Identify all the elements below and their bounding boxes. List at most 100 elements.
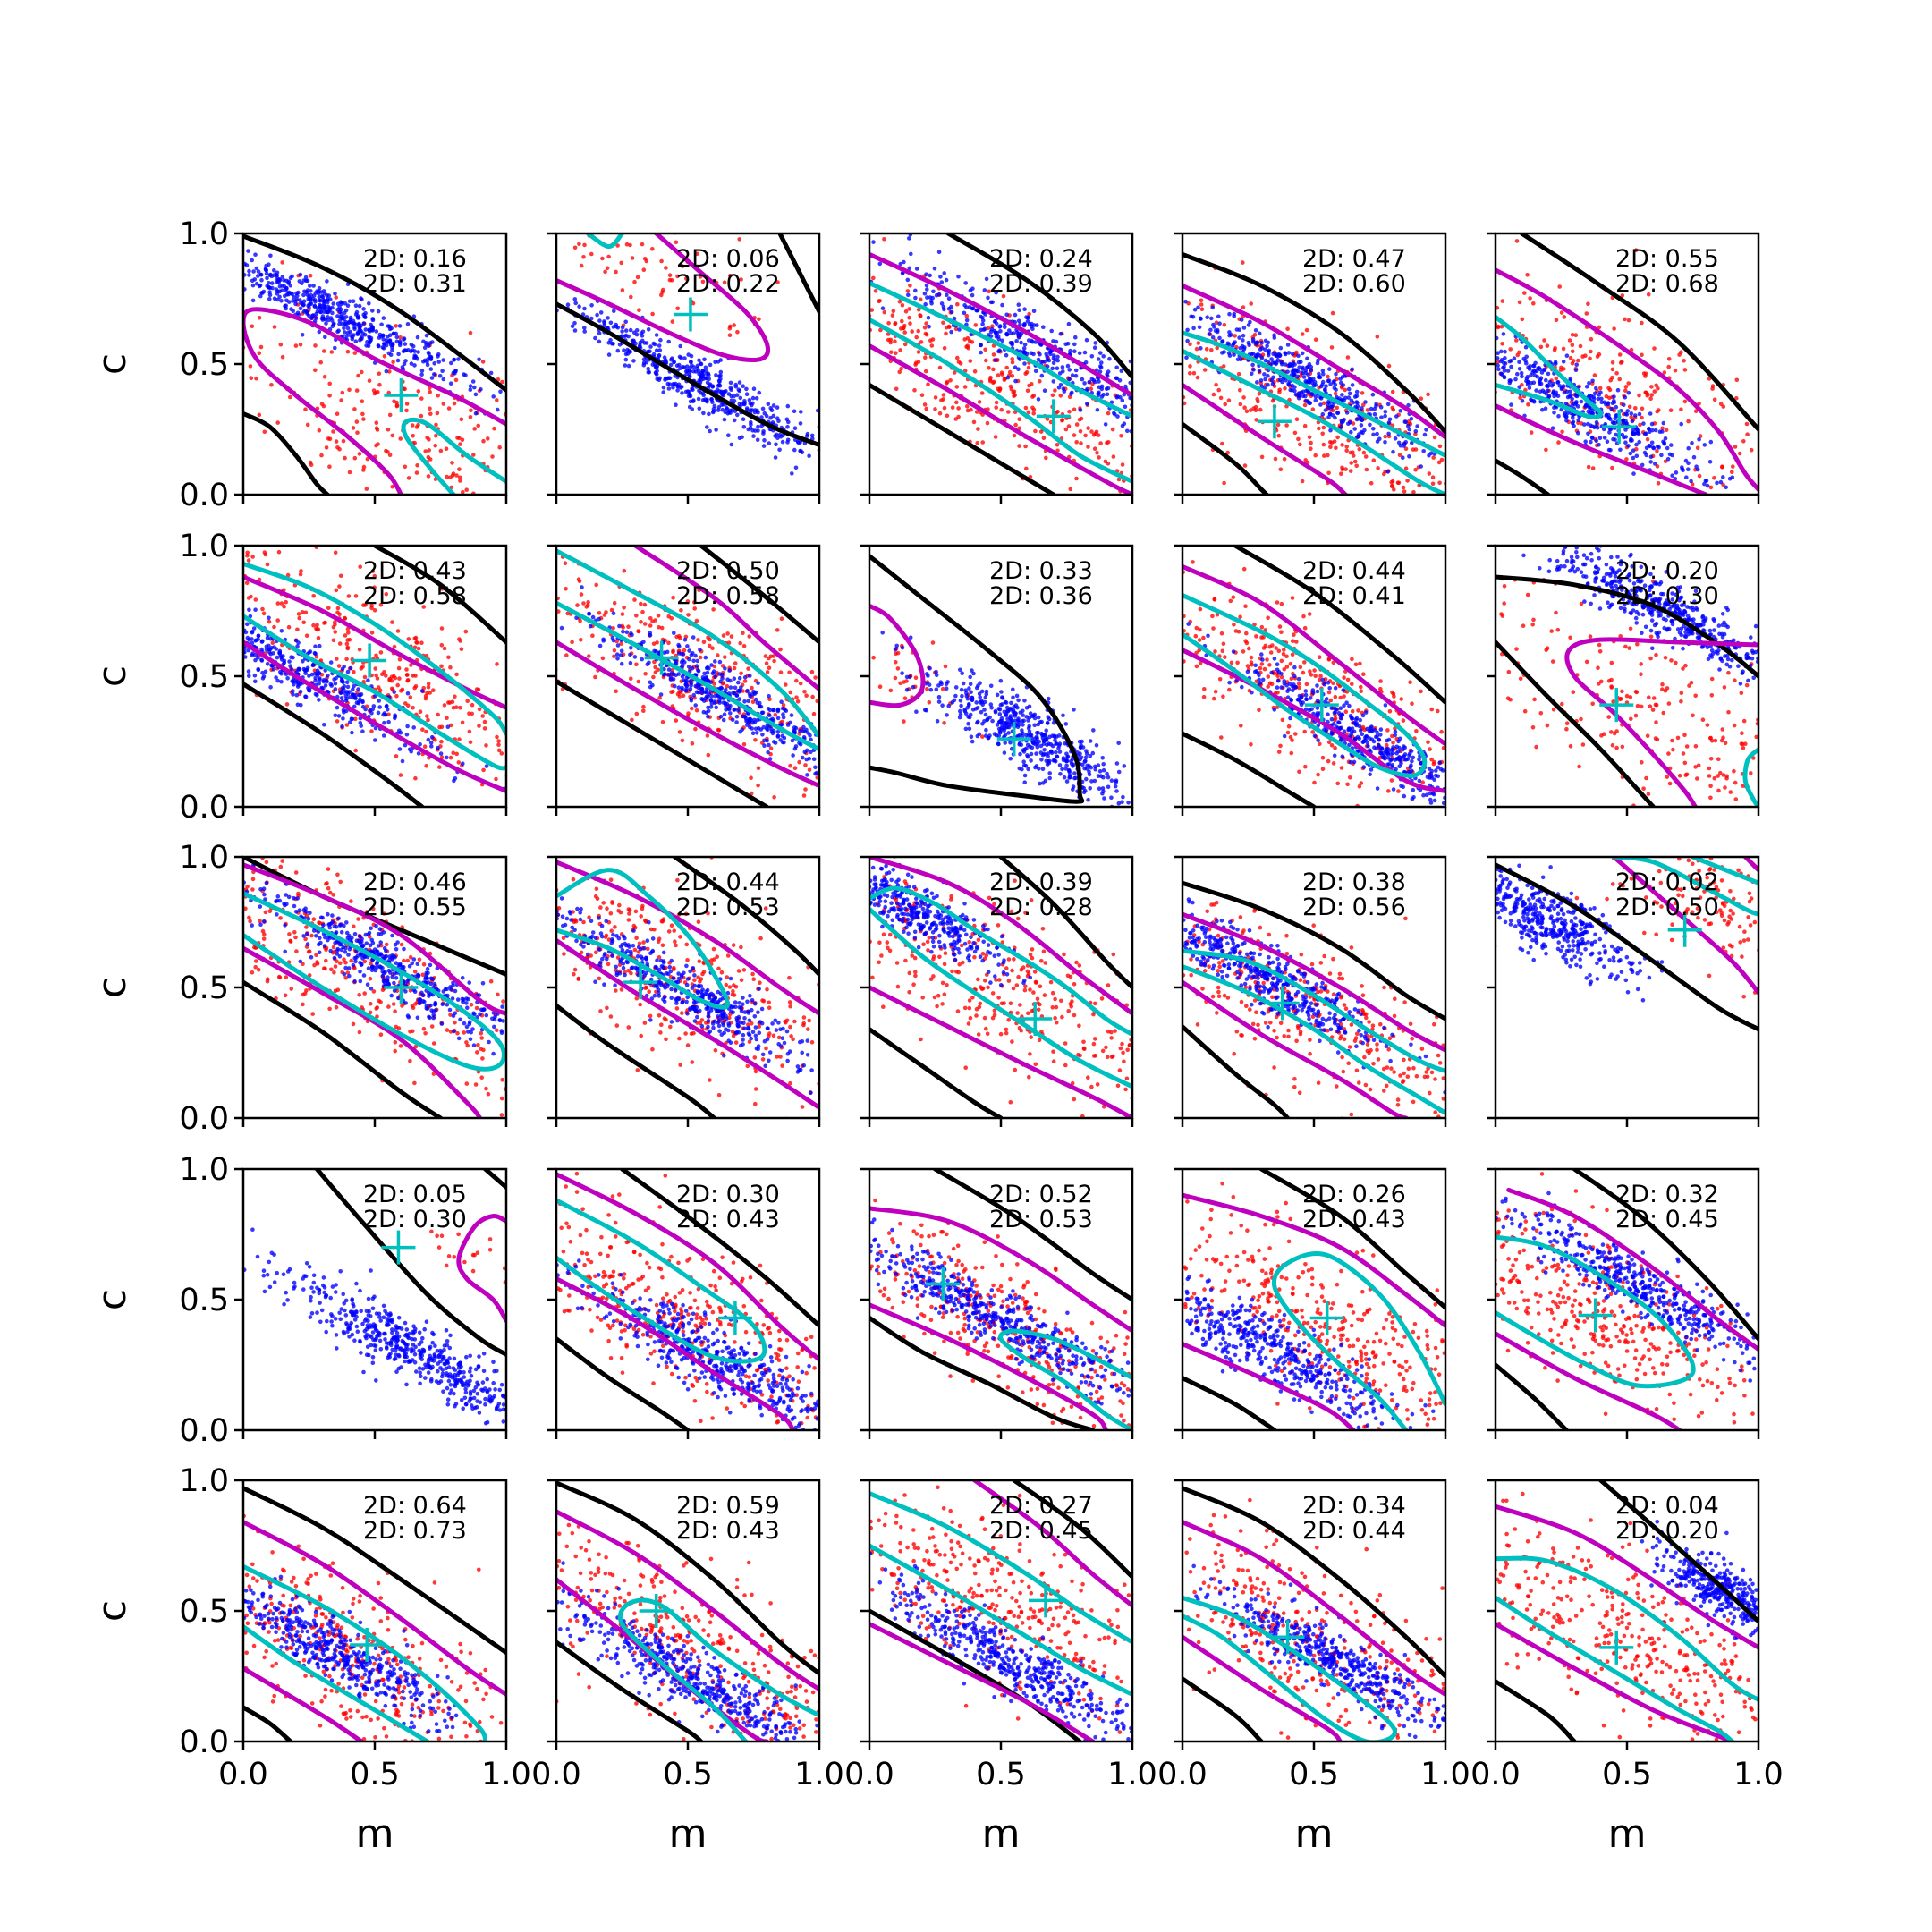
scatter-point (1354, 435, 1360, 440)
scatter-point (1734, 377, 1740, 383)
scatter-point (394, 693, 399, 699)
scatter-point (1134, 409, 1139, 413)
scatter-point (1396, 440, 1402, 445)
scatter-point (1437, 444, 1443, 449)
scatter-point (1610, 420, 1615, 425)
scatter-point (751, 434, 756, 438)
scatter-point (252, 673, 258, 678)
contour-mid (556, 233, 771, 362)
scatter-point (1093, 341, 1097, 345)
scatter-point (454, 705, 459, 709)
scatter-point (698, 655, 703, 660)
scatter-point (458, 479, 462, 483)
scatter-point (246, 596, 251, 600)
scatter-point (328, 297, 333, 302)
scatter-point (1285, 343, 1291, 347)
scatter-point (1226, 398, 1232, 403)
scatter-point (1447, 489, 1452, 494)
scatter-point (692, 600, 697, 605)
scatter-point (335, 307, 340, 312)
scatter-point (763, 654, 768, 658)
blue-scatter (556, 284, 819, 476)
scatter-point (347, 720, 352, 724)
scatter-point (353, 716, 358, 722)
scatter-point (768, 415, 773, 420)
scatter-point (1396, 480, 1402, 486)
scatter-point (1087, 380, 1092, 385)
scatter-point (1567, 338, 1572, 343)
scatter-point (939, 280, 945, 284)
scatter-point (1567, 394, 1572, 399)
scatter-point (667, 376, 673, 381)
scatter-point (916, 328, 920, 334)
scatter-point (711, 669, 716, 674)
scatter-point (330, 310, 335, 316)
scatter-point (258, 273, 264, 277)
scatter-point (1086, 445, 1090, 449)
scatter-point (1106, 440, 1111, 445)
scatter-point (1538, 367, 1543, 372)
scatter-point (411, 434, 416, 438)
scatter-point (1073, 373, 1079, 378)
scatter-point (267, 648, 272, 652)
scatter-point (298, 689, 303, 694)
scatter-point (288, 275, 293, 281)
scatter-point (1017, 426, 1021, 431)
scatter-point (657, 625, 661, 630)
scatter-point (775, 716, 781, 721)
scatter-point (1529, 430, 1534, 435)
scatter-point (471, 453, 476, 457)
scatter-point (303, 407, 308, 412)
scatter-point (453, 377, 459, 383)
scatter-point (958, 361, 963, 366)
scatter-point (980, 322, 985, 326)
annotation-line-2: 2D: 0.22 (676, 270, 780, 298)
scatter-point (694, 664, 699, 668)
scatter-point (798, 681, 803, 686)
scatter-point (320, 314, 326, 318)
scatter-point (775, 405, 780, 410)
contour-outer (869, 382, 1056, 495)
scatter-point (326, 606, 331, 610)
scatter-point (1022, 342, 1028, 347)
scatter-point (641, 267, 647, 273)
scatter-point (1614, 432, 1618, 437)
scatter-point (1220, 441, 1224, 446)
scatter-point (344, 723, 350, 727)
scatter-point (790, 738, 795, 743)
scatter-point (1257, 369, 1262, 374)
scatter-point (801, 724, 806, 730)
scatter-point (1199, 346, 1203, 351)
scatter-point (988, 375, 993, 380)
scatter-point (742, 679, 748, 683)
scatter-point (924, 406, 928, 411)
scatter-point (1599, 396, 1604, 402)
scatter-point (681, 693, 686, 698)
scatter-point (339, 398, 343, 402)
scatter-point (653, 670, 658, 674)
scatter-point (652, 648, 657, 654)
scatter-point (1427, 471, 1432, 476)
scatter-point (1030, 394, 1035, 399)
scatter-point (1214, 320, 1219, 326)
scatter-point (778, 670, 784, 674)
scatter-point (359, 666, 364, 671)
scatter-point (280, 275, 285, 279)
scatter-point (1249, 301, 1253, 306)
scatter-point (335, 694, 340, 699)
scatter-point (1347, 391, 1352, 396)
scatter-point (785, 437, 791, 443)
scatter-point (1515, 371, 1520, 377)
scatter-point (436, 745, 440, 750)
scatter-point (270, 285, 275, 291)
scatter-point (1326, 415, 1331, 419)
scatter-point (436, 360, 442, 364)
scatter-point (279, 299, 284, 303)
scatter-point (563, 561, 568, 565)
scatter-point (582, 329, 587, 334)
contour-mid (1496, 267, 1758, 492)
scatter-point (1370, 392, 1376, 397)
scatter-point (424, 333, 429, 338)
scatter-point (691, 658, 696, 664)
